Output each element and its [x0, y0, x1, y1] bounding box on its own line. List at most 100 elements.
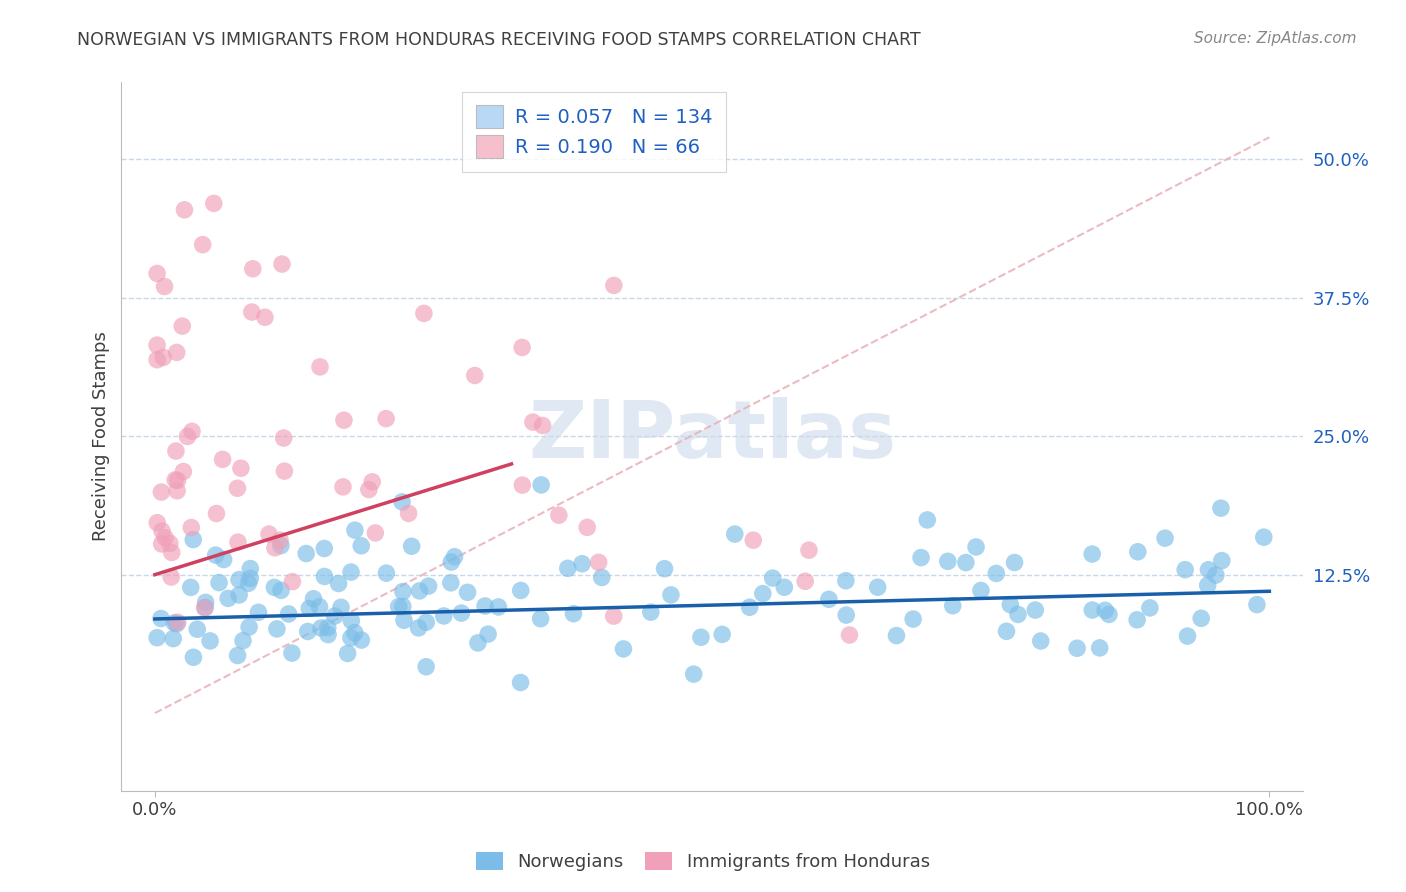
- Point: [1126, 545, 1149, 559]
- Point: [309, 359, 332, 374]
- Point: [226, 481, 249, 495]
- Point: [762, 571, 785, 585]
- Point: [1029, 634, 1052, 648]
- Point: [1004, 556, 1026, 570]
- Point: [232, 633, 254, 648]
- Point: [440, 575, 463, 590]
- Point: [229, 461, 252, 475]
- Point: [942, 599, 965, 613]
- Point: [1094, 603, 1116, 617]
- Point: [467, 636, 489, 650]
- Point: [603, 278, 626, 293]
- Point: [986, 566, 1008, 581]
- Point: [181, 533, 204, 547]
- Point: [690, 630, 713, 644]
- Point: [308, 599, 330, 614]
- Point: [202, 196, 225, 211]
- Point: [364, 525, 387, 540]
- Point: [328, 576, 350, 591]
- Point: [302, 591, 325, 606]
- Point: [1081, 547, 1104, 561]
- Point: [172, 465, 194, 479]
- Point: [247, 605, 270, 619]
- Point: [547, 508, 569, 523]
- Point: [343, 523, 366, 537]
- Point: [510, 478, 533, 492]
- Point: [510, 341, 533, 355]
- Point: [146, 267, 169, 281]
- Point: [314, 569, 336, 583]
- Point: [398, 507, 420, 521]
- Point: [1007, 607, 1029, 622]
- Point: [146, 352, 169, 367]
- Point: [457, 585, 479, 599]
- Point: [1197, 578, 1219, 592]
- Point: [194, 595, 217, 609]
- Point: [314, 541, 336, 556]
- Point: [576, 520, 599, 534]
- Point: [1024, 603, 1046, 617]
- Point: [153, 279, 176, 293]
- Point: [238, 576, 260, 591]
- Point: [742, 533, 765, 548]
- Point: [298, 601, 321, 615]
- Point: [474, 599, 496, 613]
- Point: [408, 621, 430, 635]
- Text: ZIPatlas: ZIPatlas: [529, 397, 896, 475]
- Point: [794, 574, 817, 589]
- Point: [1126, 613, 1149, 627]
- Point: [464, 368, 486, 383]
- Point: [281, 574, 304, 589]
- Point: [659, 588, 682, 602]
- Point: [186, 622, 208, 636]
- Point: [297, 624, 319, 639]
- Point: [270, 539, 292, 553]
- Point: [724, 527, 747, 541]
- Point: [350, 539, 373, 553]
- Point: [228, 588, 250, 602]
- Point: [1139, 601, 1161, 615]
- Point: [682, 667, 704, 681]
- Point: [165, 444, 187, 458]
- Point: [654, 562, 676, 576]
- Point: [838, 628, 860, 642]
- Point: [901, 612, 924, 626]
- Point: [159, 536, 181, 550]
- Point: [150, 611, 173, 625]
- Point: [477, 627, 499, 641]
- Point: [1205, 568, 1227, 582]
- Point: [361, 475, 384, 489]
- Point: [408, 583, 430, 598]
- Point: [176, 429, 198, 443]
- Point: [340, 565, 363, 579]
- Point: [253, 310, 276, 325]
- Point: [557, 561, 579, 575]
- Point: [162, 632, 184, 646]
- Point: [1211, 553, 1233, 567]
- Point: [340, 631, 363, 645]
- Point: [273, 431, 295, 445]
- Point: [180, 581, 202, 595]
- Point: [239, 571, 262, 585]
- Point: [238, 620, 260, 634]
- Point: [752, 586, 775, 600]
- Point: [486, 599, 509, 614]
- Point: [146, 338, 169, 352]
- Point: [173, 202, 195, 217]
- Point: [392, 584, 415, 599]
- Text: Source: ZipAtlas.com: Source: ZipAtlas.com: [1194, 31, 1357, 46]
- Point: [240, 305, 263, 319]
- Point: [965, 540, 987, 554]
- Point: [1177, 629, 1199, 643]
- Point: [212, 552, 235, 566]
- Point: [211, 452, 233, 467]
- Point: [166, 483, 188, 498]
- Y-axis label: Receiving Food Stamps: Receiving Food Stamps: [93, 331, 110, 541]
- Point: [711, 627, 734, 641]
- Text: NORWEGIAN VS IMMIGRANTS FROM HONDURAS RECEIVING FOOD STAMPS CORRELATION CHART: NORWEGIAN VS IMMIGRANTS FROM HONDURAS RE…: [77, 31, 921, 49]
- Point: [166, 615, 188, 630]
- Point: [1154, 531, 1177, 545]
- Point: [217, 591, 239, 606]
- Point: [1066, 641, 1088, 656]
- Point: [153, 531, 176, 545]
